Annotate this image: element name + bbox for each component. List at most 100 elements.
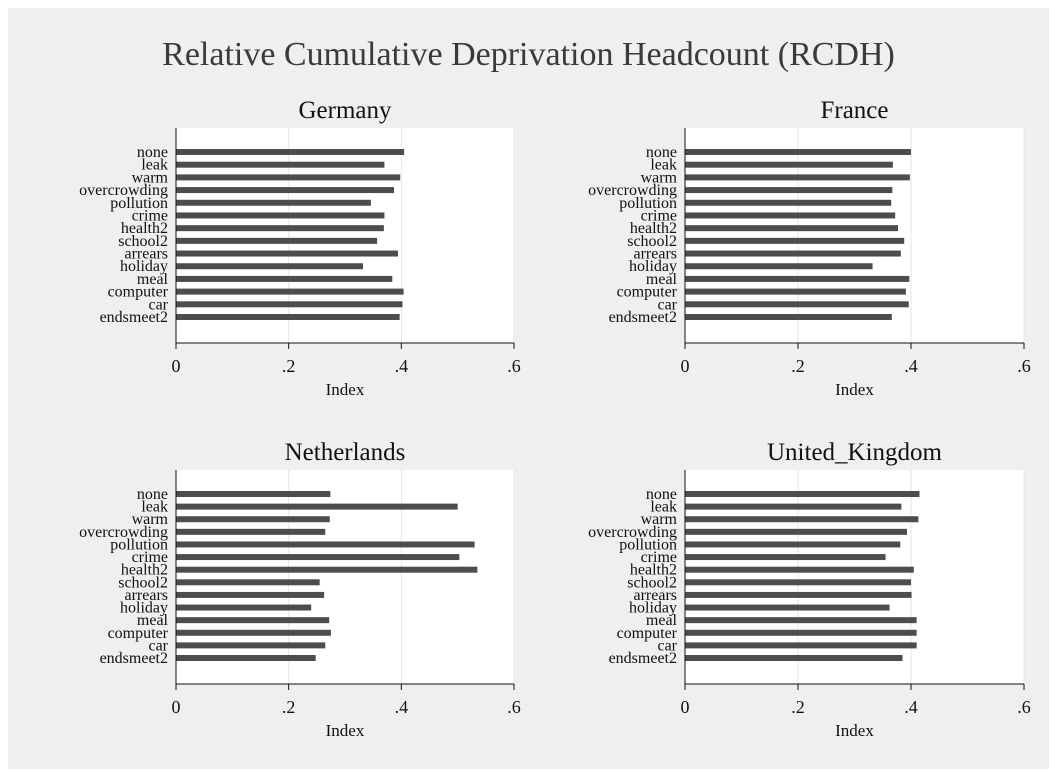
bar bbox=[176, 642, 326, 649]
bar bbox=[685, 629, 917, 636]
x-tick-label: .6 bbox=[1017, 356, 1031, 376]
chart-panel: Netherlands noneleakwarmovercrowdingpollu… bbox=[79, 439, 521, 740]
category-label: leak bbox=[650, 499, 677, 516]
category-label: car bbox=[657, 296, 677, 313]
category-label: school2 bbox=[627, 574, 677, 591]
category-label: leak bbox=[650, 157, 677, 174]
category-label: school2 bbox=[627, 233, 677, 250]
category-label: arrears bbox=[633, 587, 677, 604]
bar bbox=[176, 554, 460, 561]
x-tick-label: 0 bbox=[681, 697, 690, 717]
bar bbox=[685, 187, 893, 194]
x-tick-label: .6 bbox=[507, 356, 521, 376]
x-tick-label: 0 bbox=[172, 356, 181, 376]
category-label: endsmeet2 bbox=[609, 650, 677, 667]
bar bbox=[685, 288, 906, 295]
bar bbox=[685, 655, 903, 661]
bar bbox=[685, 591, 912, 598]
bar bbox=[176, 149, 405, 155]
x-tick-label: .2 bbox=[791, 697, 805, 717]
plot-area bbox=[176, 470, 514, 684]
bar bbox=[685, 554, 886, 561]
category-label: warm bbox=[641, 511, 678, 528]
panel-title: France bbox=[820, 97, 888, 124]
category-label: crime bbox=[641, 549, 677, 566]
category-label: pollution bbox=[619, 195, 677, 212]
bar bbox=[685, 314, 892, 320]
category-label: warm bbox=[132, 511, 169, 528]
bar bbox=[176, 161, 385, 168]
category-label: pollution bbox=[619, 536, 677, 553]
bar bbox=[685, 237, 905, 244]
bar bbox=[176, 263, 364, 270]
bar bbox=[176, 199, 371, 206]
bar bbox=[685, 250, 901, 257]
bar bbox=[176, 237, 378, 244]
chart-panel: Francenoneleakwarmovercrowdingpollutionc… bbox=[588, 97, 1031, 399]
chart-panels: Germanynoneleakwarmovercrowdingpollution… bbox=[79, 97, 1031, 740]
bar bbox=[176, 503, 458, 510]
bar bbox=[685, 503, 902, 510]
bar bbox=[685, 604, 890, 611]
category-label: school2 bbox=[118, 233, 168, 250]
category-label: meal bbox=[646, 271, 678, 288]
bar bbox=[685, 199, 892, 206]
category-label: endsmeet2 bbox=[100, 650, 168, 667]
bar bbox=[685, 491, 920, 497]
category-label: health2 bbox=[121, 562, 168, 579]
bar bbox=[176, 604, 312, 611]
chart-panel: United_Kingdomnoneleakwarmovercrowdingpo… bbox=[588, 439, 1031, 740]
bar bbox=[685, 301, 909, 308]
category-label: overcrowding bbox=[588, 182, 677, 199]
bar bbox=[685, 161, 893, 168]
plot-area bbox=[685, 470, 1024, 684]
bar bbox=[685, 149, 911, 155]
bar bbox=[685, 225, 899, 232]
category-label: leak bbox=[141, 499, 168, 516]
bar bbox=[685, 579, 911, 586]
bar bbox=[685, 275, 910, 282]
bar bbox=[176, 579, 320, 586]
bar bbox=[685, 642, 917, 649]
category-label: none bbox=[646, 144, 677, 161]
category-label: none bbox=[646, 486, 677, 503]
bar bbox=[176, 225, 384, 232]
bar bbox=[685, 566, 914, 573]
category-label: health2 bbox=[121, 220, 168, 237]
category-label: overcrowding bbox=[588, 524, 677, 541]
bar bbox=[176, 655, 316, 661]
category-label: computer bbox=[617, 625, 678, 642]
bar bbox=[176, 314, 400, 320]
category-label: holiday bbox=[629, 600, 677, 617]
x-tick-label: .4 bbox=[395, 356, 409, 376]
x-tick-label: .4 bbox=[904, 356, 918, 376]
bar bbox=[176, 250, 398, 257]
panel-title: Germany bbox=[298, 97, 392, 124]
x-tick-label: .2 bbox=[791, 356, 805, 376]
category-label: leak bbox=[141, 157, 168, 174]
category-label: crime bbox=[641, 207, 677, 224]
chart-figure: Relative Cumulative Deprivation Headcoun… bbox=[8, 8, 1049, 769]
bar bbox=[176, 288, 404, 295]
category-label: endsmeet2 bbox=[609, 309, 677, 326]
plot-area bbox=[176, 128, 514, 343]
panel-title: United_Kingdom bbox=[767, 439, 943, 466]
chart-title: Relative Cumulative Deprivation Headcoun… bbox=[162, 36, 895, 73]
bar bbox=[176, 491, 331, 497]
category-label: crime bbox=[132, 549, 168, 566]
bar bbox=[176, 617, 330, 624]
panel-title: Netherlands bbox=[285, 439, 406, 466]
category-label: arrears bbox=[124, 246, 168, 263]
bar bbox=[176, 528, 326, 535]
category-label: none bbox=[137, 144, 168, 161]
bar bbox=[176, 275, 393, 282]
category-label: computer bbox=[108, 625, 169, 642]
bar bbox=[685, 541, 901, 548]
category-label: overcrowding bbox=[79, 524, 168, 541]
category-label: health2 bbox=[630, 220, 677, 237]
bar bbox=[685, 516, 919, 523]
category-label: car bbox=[148, 296, 168, 313]
category-label: warm bbox=[132, 169, 169, 186]
bar bbox=[176, 629, 331, 636]
bar bbox=[176, 174, 401, 181]
